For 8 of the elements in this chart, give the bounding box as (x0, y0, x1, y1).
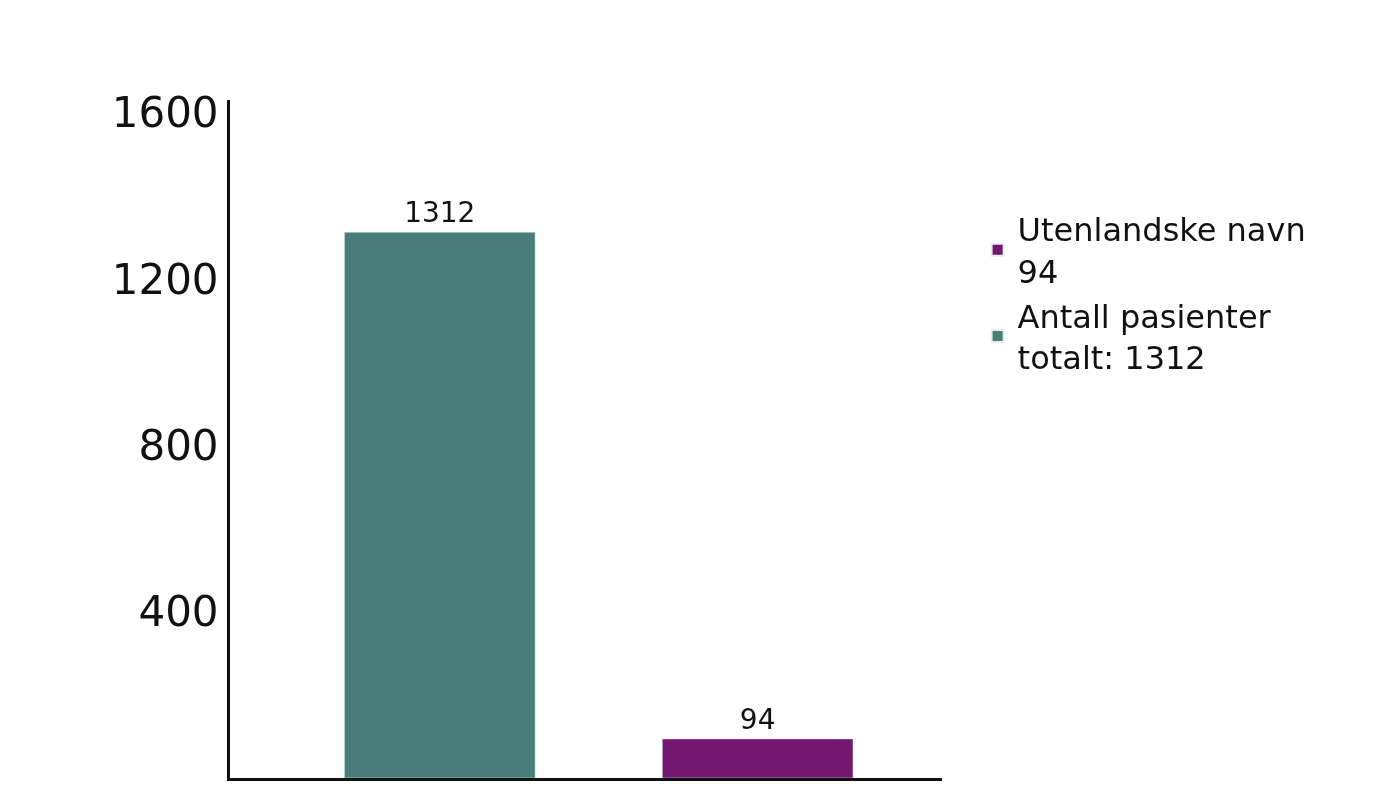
y-tick-label: 400 (138, 587, 219, 637)
data-label: 94 (739, 702, 776, 736)
y-tick-label: 1600 (111, 88, 219, 138)
y-tick-label: 1200 (111, 254, 219, 304)
data-label: 1312 (404, 196, 476, 230)
legend-label: Utenlandske navn 94 (1017, 211, 1306, 292)
legend-label: Antall pasienter totalt: 1312 (1017, 297, 1272, 378)
y-tick-label: 800 (138, 420, 219, 470)
